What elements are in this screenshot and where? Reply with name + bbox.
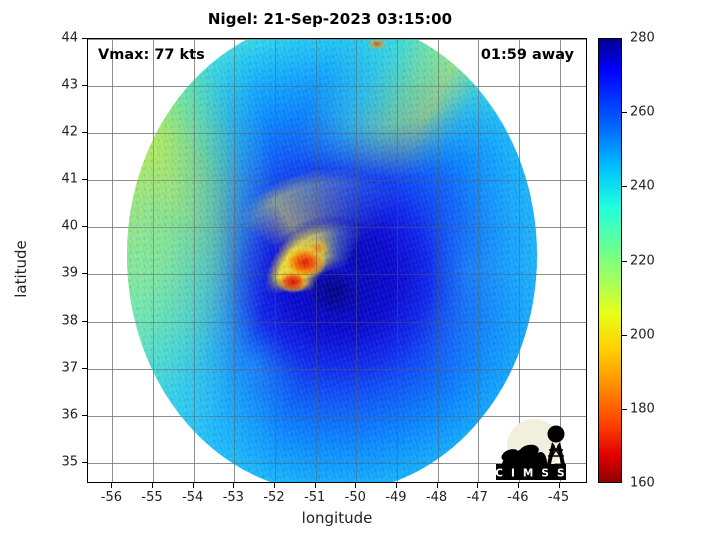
gridline-vertical — [478, 39, 480, 482]
x-tick — [111, 483, 113, 488]
x-tick-label: -53 — [222, 490, 244, 505]
colorbar-tick — [622, 260, 627, 262]
swath-speckle — [126, 39, 538, 482]
colorbar-tick-label: 220 — [630, 253, 655, 268]
overlay-gridlines — [88, 39, 586, 482]
x-tick-label: -45 — [547, 490, 570, 505]
colorbar-tick — [622, 112, 627, 114]
cimss-logo-text: C I M S S — [495, 468, 567, 480]
x-tick-label: -54 — [182, 490, 204, 505]
x-tick — [395, 483, 397, 488]
gridline-vertical — [356, 39, 358, 482]
colorbar[interactable] — [598, 38, 622, 483]
gridline-vertical — [112, 39, 114, 482]
y-tick — [82, 132, 87, 134]
gridline-vertical — [437, 39, 439, 482]
gridline-vertical — [518, 39, 520, 482]
colorbar-tick-label: 240 — [630, 178, 655, 194]
gridline-vertical — [153, 39, 155, 482]
y-tick — [82, 85, 87, 87]
northern-rainband-hot-cells — [126, 39, 538, 482]
x-tick-label: -56 — [100, 490, 122, 505]
colorbar-tick — [622, 408, 627, 410]
y-tick — [82, 367, 87, 369]
x-tick-label: -46 — [507, 490, 529, 505]
colorbar-tick-label: 160 — [630, 475, 655, 491]
gridline-horizontal — [88, 39, 586, 40]
plot-axes[interactable]: Vmax: 77 kts 01:59 away C I M S S — [87, 38, 587, 483]
gridline-vertical — [559, 39, 561, 482]
x-tick — [436, 483, 438, 488]
x-tick — [233, 483, 235, 488]
gridline-horizontal — [88, 415, 586, 417]
x-tick — [558, 483, 560, 488]
colorbar-tick-label: 260 — [630, 104, 655, 120]
gridline-horizontal — [88, 227, 586, 229]
page-title: Nigel: 21-Sep-2023 03:15:00 — [207, 10, 453, 28]
y-tick — [82, 38, 87, 39]
gridline-horizontal — [88, 133, 586, 135]
colorbar-tick — [622, 334, 627, 336]
y-tick-label: 44 — [61, 30, 78, 46]
sensor-pixel-texture — [126, 39, 538, 482]
y-tick — [82, 273, 87, 275]
x-tick — [273, 483, 275, 488]
colorbar-tick-label: 180 — [630, 401, 655, 417]
y-tick-label: 41 — [61, 171, 78, 187]
colorbar-tick — [622, 186, 627, 188]
gridline-vertical — [234, 39, 236, 482]
y-tick-label: 35 — [61, 454, 78, 470]
x-tick-label: -50 — [344, 490, 366, 505]
gridline-horizontal — [88, 321, 586, 323]
colorbar-tick-label: 200 — [630, 327, 655, 343]
gridline-horizontal — [88, 180, 586, 182]
y-tick — [82, 226, 87, 228]
gridline-horizontal — [88, 274, 586, 276]
y-tick-label: 42 — [61, 124, 78, 140]
vmax-annotation: Vmax: 77 kts — [98, 47, 205, 63]
y-tick-label: 38 — [61, 313, 78, 329]
gridline-horizontal — [88, 368, 586, 370]
x-tick — [192, 483, 194, 488]
y-axis-title: latitude — [11, 240, 30, 298]
x-tick-label: -55 — [141, 490, 163, 505]
gridline-vertical — [274, 39, 276, 482]
x-tick-label: -49 — [385, 490, 407, 505]
gridline-vertical — [559, 39, 561, 482]
gridline-vertical — [315, 39, 317, 482]
x-tick — [517, 483, 519, 488]
x-tick-label: -52 — [263, 490, 285, 505]
y-tick — [82, 461, 87, 463]
gridline-horizontal — [88, 86, 586, 88]
y-tick-label: 39 — [61, 265, 78, 281]
y-tick — [82, 414, 87, 416]
gridline-vertical — [396, 39, 398, 482]
x-tick-label: -48 — [425, 490, 448, 505]
x-tick — [152, 483, 154, 488]
y-tick-label: 36 — [61, 407, 78, 423]
x-axis-title: longitude — [301, 509, 373, 527]
x-tick — [477, 483, 479, 488]
gridline-horizontal — [88, 462, 586, 464]
annotation-layer: Vmax: 77 kts 01:59 away — [88, 39, 586, 482]
y-tick-label: 40 — [61, 218, 78, 234]
y-tick-label: 43 — [61, 77, 78, 93]
y-tick-label: 37 — [61, 360, 78, 376]
microwave-swath-disk — [126, 39, 538, 482]
x-tick — [355, 483, 357, 488]
gridline-vertical — [193, 39, 195, 482]
cimss-logo: C I M S S — [495, 419, 567, 480]
gridline-vertical — [112, 39, 114, 482]
x-tick — [314, 483, 316, 488]
colorbar-tick-label: 280 — [630, 30, 655, 46]
y-tick — [82, 179, 87, 181]
y-tick — [82, 320, 87, 322]
time-away-annotation: 01:59 away — [480, 47, 574, 63]
x-tick-label: -51 — [304, 490, 326, 505]
x-tick-label: -47 — [466, 490, 488, 505]
